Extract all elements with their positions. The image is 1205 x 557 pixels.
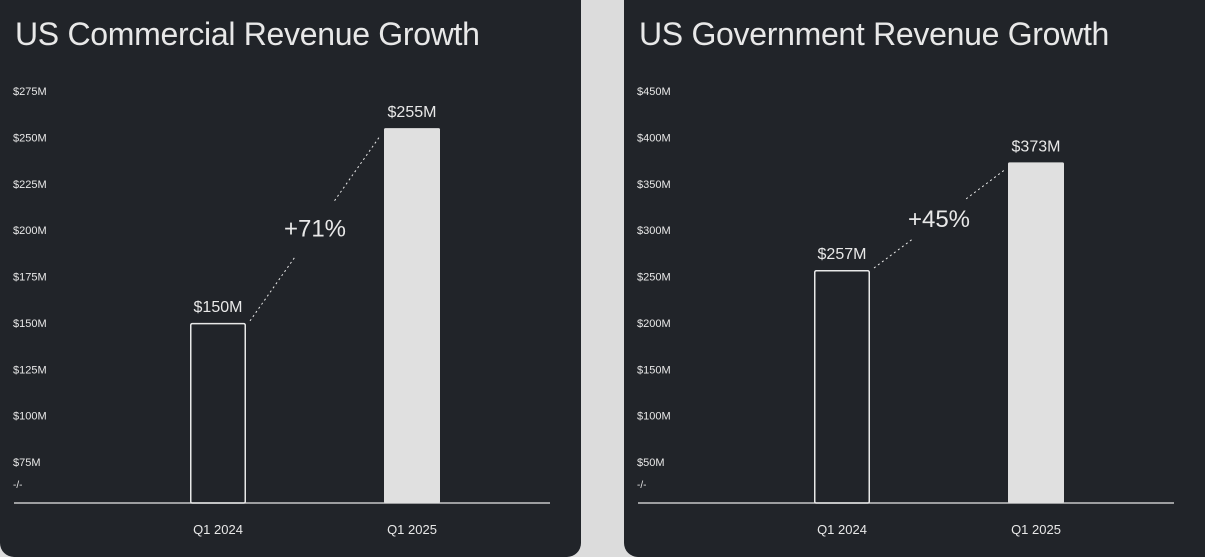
bar [190,322,246,504]
data-label: $373M [1012,138,1061,155]
growth-connector [249,256,296,322]
y-tick-label: $200M [13,225,47,237]
growth-connector [965,170,1005,200]
data-label: $257M [818,246,867,263]
commercial-bar-chart: $75M $100M $125M $150M $175M $200M $225M $250M $… [13,86,550,537]
y-tick-label: $150M [637,364,671,376]
y-tick-label: $275M [13,86,47,98]
x-tick-label: Q1 2025 [1011,522,1061,537]
y-tick-label: $175M [13,272,47,284]
bar [1008,162,1064,504]
growth-annotation: +71% [284,215,346,242]
y-tick-label: $100M [637,411,671,423]
government-bar-chart: $50M $100M $150M $200M $250M $300M $350M $400M $… [637,86,1174,537]
y-tick-label: $50M [637,457,665,469]
bar [814,270,870,504]
commercial-chart-panel: US Commercial Revenue Growth $75M $100M $1… [0,0,581,557]
y-tick-label: $150M [13,318,47,330]
y-tick-label: $350M [637,179,671,191]
y-tick-label: $125M [13,364,47,376]
chart-title: US Government Revenue Growth [639,16,1110,52]
y-tick-label: $450M [637,86,671,98]
bar [384,128,440,503]
y-tick-label: $75M [13,457,41,469]
chart-title: US Commercial Revenue Growth [15,16,480,52]
y-tick-label: $100M [13,411,47,423]
growth-connector [334,135,381,201]
growth-connector [873,239,913,269]
x-tick-label: Q1 2024 [193,522,243,537]
axis-break-label: -/- [13,480,22,491]
data-label: $150M [194,299,243,316]
y-tick-label: $300M [637,225,671,237]
y-tick-label: $225M [13,179,47,191]
y-tick-label: $250M [13,132,47,144]
y-tick-label: $400M [637,132,671,144]
data-label: $255M [388,104,437,121]
growth-annotation: +45% [908,206,970,233]
government-chart-panel: US Government Revenue Growth $50M $100M $1… [624,0,1205,557]
x-tick-label: Q1 2024 [817,522,867,537]
y-tick-label: $250M [637,272,671,284]
x-tick-label: Q1 2025 [387,522,437,537]
y-tick-label: $200M [637,318,671,330]
axis-break-label: -/- [637,480,646,491]
